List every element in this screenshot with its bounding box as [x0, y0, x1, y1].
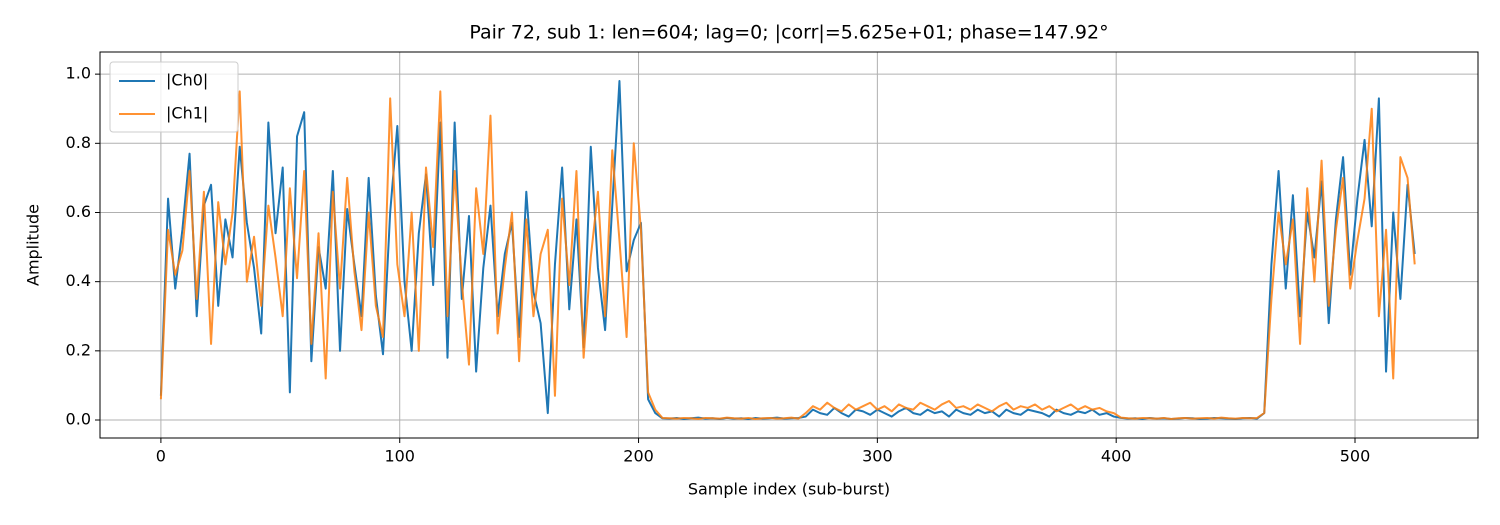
- legend-label: |Ch1|: [166, 104, 208, 123]
- y-axis-label: Amplitude: [24, 204, 43, 286]
- x-tick-label: 200: [623, 447, 654, 466]
- y-tick-label: 1.0: [66, 64, 91, 83]
- y-tick-label: 0.2: [66, 340, 91, 359]
- plot-frame: [99, 51, 1479, 439]
- series-line: [159, 80, 1416, 420]
- y-tick-label: 0.0: [66, 410, 91, 429]
- legend: |Ch0| |Ch1|: [109, 61, 239, 133]
- x-tick-label: 0: [156, 447, 166, 466]
- y-tick-label: 0.6: [66, 202, 91, 221]
- x-tick-label: 100: [384, 447, 415, 466]
- x-tick-label: 400: [1101, 447, 1132, 466]
- x-tick-label: 500: [1340, 447, 1371, 466]
- x-tick-label: 300: [862, 447, 893, 466]
- y-tick-label: 0.4: [66, 271, 91, 290]
- legend-label: |Ch0|: [166, 71, 208, 90]
- series-line: [159, 90, 1416, 420]
- chart-title: Pair 72, sub 1: len=604; lag=0; |corr|=5…: [469, 22, 1108, 44]
- x-axis-label: Sample index (sub-burst): [688, 480, 890, 499]
- y-tick-label: 0.8: [66, 133, 91, 152]
